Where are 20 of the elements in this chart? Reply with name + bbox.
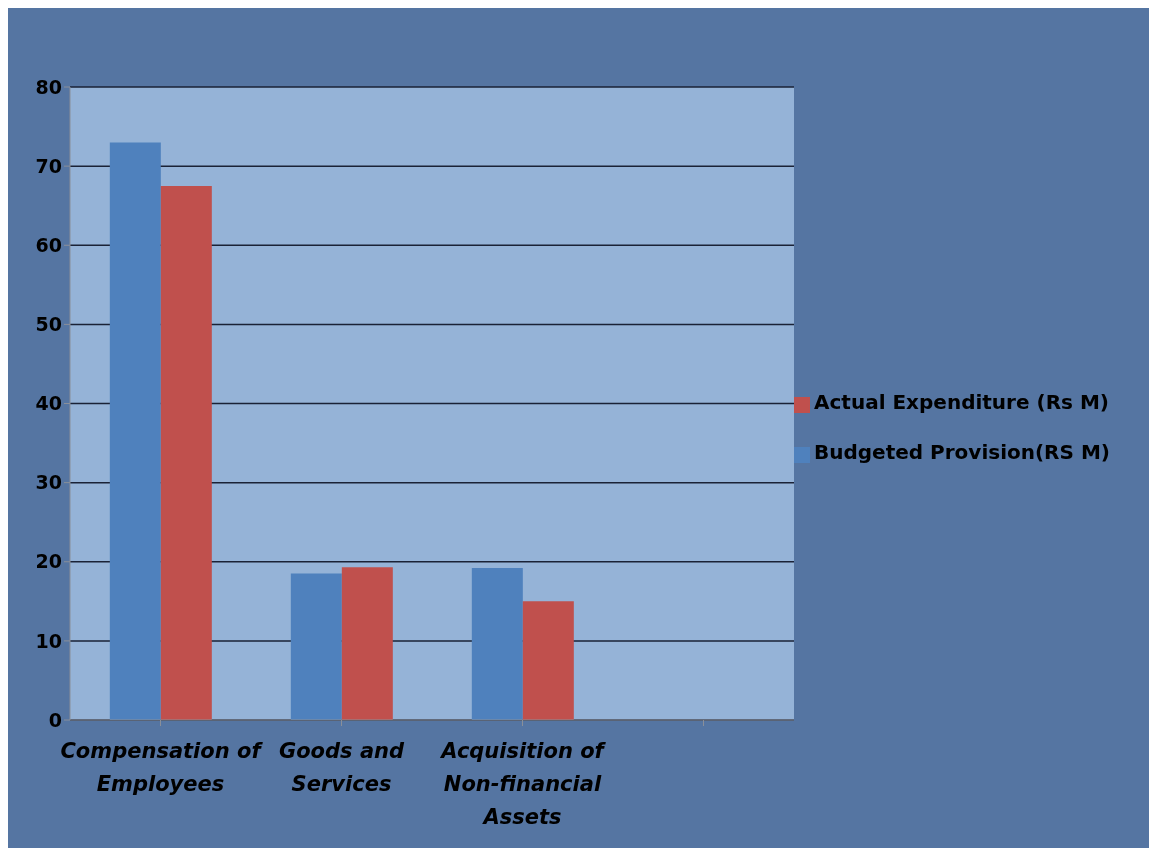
y-tick-label: 50 [35,313,62,336]
y-tick-label: 0 [48,708,62,731]
y-tick-label: 20 [35,550,62,573]
y-tick-label: 60 [35,233,62,256]
x-tick-label: Acquisition of Non-financial Assets [439,739,607,829]
y-tick-label: 40 [35,392,62,415]
legend-label: Actual Expenditure (Rs M) [814,390,1109,414]
x-tick-label: Compensation of Employees [60,739,264,796]
y-tick-label: 10 [35,629,62,652]
bar [471,568,523,720]
legend-label: Budgeted Provision(RS M) [814,440,1110,464]
bar [290,573,342,720]
bar [522,601,574,720]
bar [109,142,161,720]
bar [341,567,393,720]
bar [160,185,212,720]
y-tick-label: 70 [35,154,62,177]
x-tick-label: Goods and Services [278,739,406,796]
y-tick-label: 80 [35,75,62,98]
y-tick-label: 30 [35,471,62,494]
